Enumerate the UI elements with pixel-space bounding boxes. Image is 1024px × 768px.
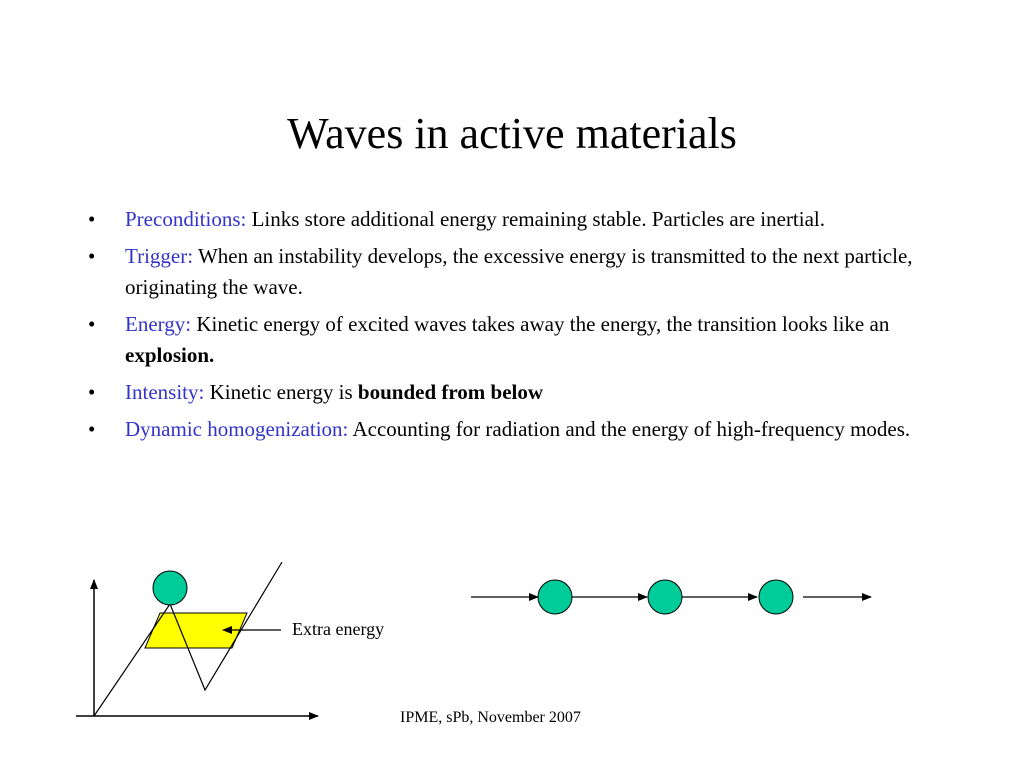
- bullet-text: Kinetic energy of excited waves takes aw…: [191, 312, 890, 336]
- slide-title: Waves in active materials: [287, 109, 737, 158]
- bullet-dot: •: [88, 417, 96, 441]
- chain-particle: [758, 579, 794, 615]
- bullet-text: When an instability develops, the excess…: [125, 244, 913, 299]
- extra-energy-region: [144, 612, 248, 649]
- slide-footer: IPME, sPb, November 2007: [400, 709, 581, 726]
- bullet-item-energy: • Energy: Kinetic energy of excited wave…: [84, 309, 944, 371]
- bullet-dot: •: [88, 380, 96, 404]
- bullet-dot: •: [88, 244, 96, 268]
- bullet-text: Accounting for radiation and the energy …: [348, 417, 911, 441]
- bullet-bold-text: explosion.: [125, 343, 215, 367]
- bullet-dot: •: [88, 207, 96, 231]
- chain-particle: [537, 579, 573, 615]
- bullet-label: Energy:: [125, 312, 192, 336]
- bullet-list: • Preconditions: Links store additional …: [84, 204, 944, 451]
- energy-diagram: [76, 561, 319, 720]
- bullet-text: Kinetic energy is: [204, 380, 358, 404]
- bullet-text: Links store additional energy remaining …: [246, 207, 826, 231]
- bullet-label: Dynamic homogenization:: [125, 417, 349, 441]
- bullet-label: Intensity:: [125, 380, 205, 404]
- bullet-bold-text: bounded from below: [357, 380, 544, 404]
- bullet-item-trigger: • Trigger: When an instability develops,…: [84, 241, 944, 303]
- energy-curve: [93, 561, 283, 717]
- bullet-label: Trigger:: [125, 244, 194, 268]
- bullet-item-intensity: • Intensity: Kinetic energy is bounded f…: [84, 377, 944, 408]
- extra-energy-label: Extra energy: [292, 619, 385, 639]
- particle-circle: [152, 570, 188, 606]
- bullet-label: Preconditions:: [125, 207, 247, 231]
- bullet-item-preconditions: • Preconditions: Links store additional …: [84, 204, 944, 235]
- bullet-dot: •: [88, 312, 96, 336]
- chain-particle: [647, 579, 683, 615]
- bullet-item-dynamic-homogenization: • Dynamic homogenization: Accounting for…: [84, 414, 944, 445]
